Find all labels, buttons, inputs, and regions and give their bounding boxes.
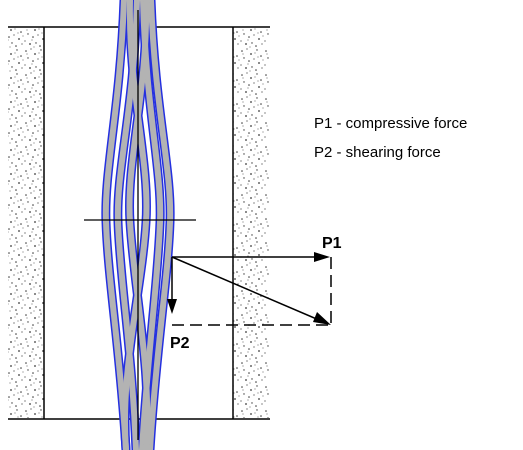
fiber-bundle — [101, 0, 175, 450]
legend: P1 - compressive force P2 - shearing for… — [314, 115, 467, 161]
force-vectors — [171, 256, 332, 326]
legend-item-p1: P1 - compressive force — [314, 115, 467, 132]
p1-arrowhead — [314, 252, 330, 262]
resultant-arrowhead — [313, 312, 331, 325]
p2-arrowhead — [167, 299, 177, 314]
p1-label: P1 — [322, 235, 342, 252]
legend-item-p2: P2 - shearing force — [314, 144, 441, 161]
resultant-force-arrow — [171, 256, 327, 324]
right-wall-speckle — [233, 28, 269, 418]
p2-label: P2 — [170, 335, 190, 352]
left-wall-speckle — [8, 28, 44, 418]
